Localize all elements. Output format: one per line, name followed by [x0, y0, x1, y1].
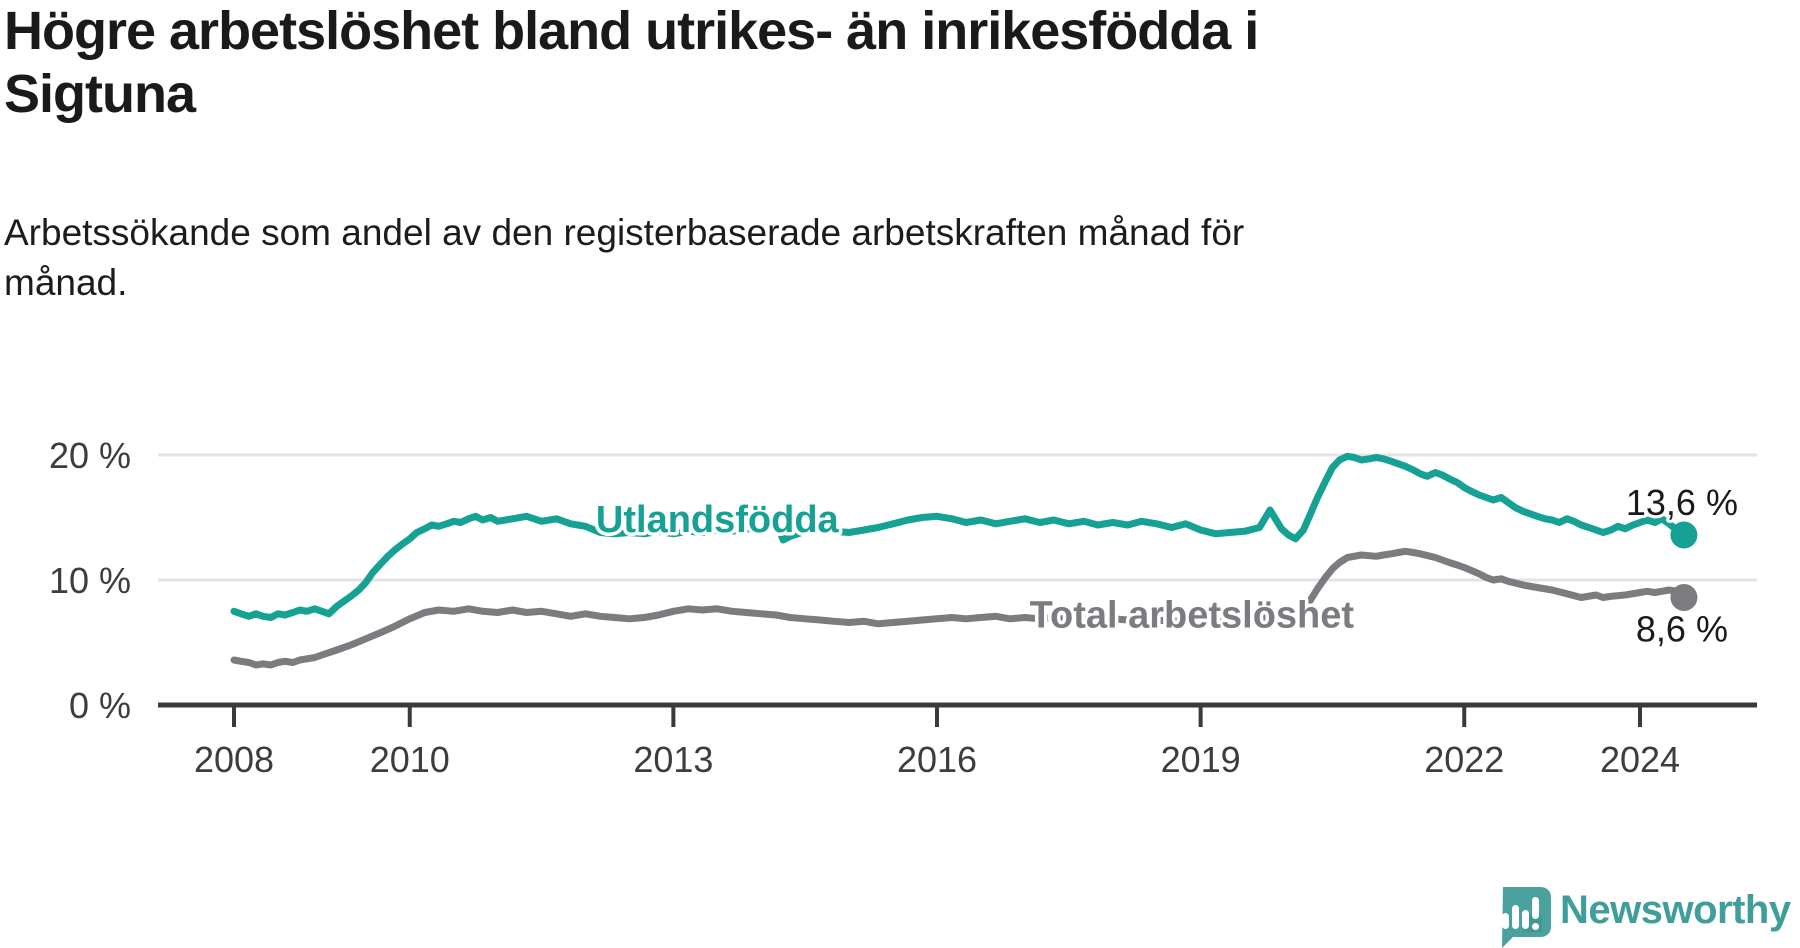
x-axis-tick-label: 2022	[1424, 739, 1504, 780]
series-line-utlandsfodda	[230, 452, 1688, 621]
y-axis-tick-label: 20 %	[49, 435, 131, 476]
end-dot-total-arbetsloshet	[1670, 584, 1698, 611]
title-line-1: Högre arbetslöshet bland utrikes- än inr…	[4, 1, 1259, 61]
end-value-label-utlandsfodda: 13,6 %	[1626, 482, 1738, 523]
series-label-utlandsfodda: Utlandsfödda	[596, 499, 840, 541]
bar-chart-bar-3	[1522, 910, 1529, 929]
y-axis-tick-label: 0 %	[69, 685, 131, 726]
subtitle-line-2: månad.	[4, 262, 128, 303]
series-label-total-arbetsloshet: Total arbetslöshet	[1030, 595, 1355, 637]
subtitle-line-1: Arbetssökande som andel av den registerb…	[4, 212, 1245, 253]
x-axis-tick-label: 2013	[633, 739, 713, 780]
bar-chart-bar-2	[1512, 905, 1519, 929]
x-axis-tick-label: 2024	[1600, 739, 1680, 780]
x-axis-tick-label: 2010	[370, 739, 450, 780]
bar-chart-bar-1	[1502, 913, 1509, 929]
series-line-total-arbetsloshet	[230, 547, 1688, 669]
exclamation-dot	[1532, 923, 1539, 930]
end-dot-utlandsfodda	[1670, 521, 1698, 549]
exclamation-stem	[1532, 897, 1539, 919]
chart-subtitle: Arbetssökande som andel av den registerb…	[4, 208, 1504, 308]
newsworthy-logo[interactable]: Newsworthy	[1489, 884, 1800, 948]
x-axis-tick-label: 2008	[194, 739, 274, 780]
x-axis-tick-label: 2019	[1161, 739, 1241, 780]
page-title: Högre arbetslöshet bland utrikes- än inr…	[4, 0, 1564, 126]
end-value-label-total-arbetsloshet: 8,6 %	[1636, 609, 1728, 650]
title-line-2: Sigtuna	[4, 64, 196, 124]
x-axis-tick-label: 2016	[897, 739, 977, 780]
newsworthy-wordmark: Newsworthy	[1560, 888, 1791, 932]
y-axis-tick-label: 10 %	[49, 560, 131, 601]
newsworthy-speech-bubble-icon	[1502, 887, 1551, 948]
